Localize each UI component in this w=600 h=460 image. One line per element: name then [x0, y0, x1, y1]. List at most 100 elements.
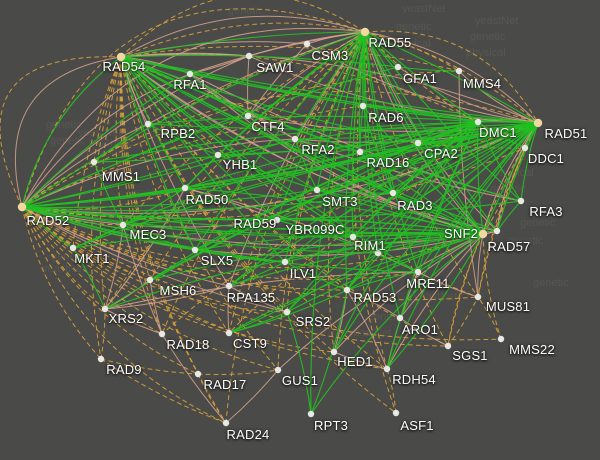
- edge-yeastnet: [21, 73, 191, 208]
- graph-node[interactable]: [392, 409, 400, 417]
- graph-node[interactable]: [330, 348, 338, 356]
- edge-physical: [104, 271, 419, 310]
- graph-node[interactable]: [307, 410, 315, 418]
- graph-node[interactable]: [116, 52, 126, 62]
- edge-genetic: [21, 206, 279, 371]
- edge-yeastnet: [21, 138, 296, 208]
- graph-node[interactable]: [158, 330, 166, 338]
- edge-type-watermark: yeastNet: [348, 327, 391, 339]
- edge-type-watermark: yeastNet: [78, 127, 121, 139]
- graph-node[interactable]: [283, 308, 291, 316]
- edge-genetic: [21, 206, 388, 370]
- edge-genetic: [161, 31, 366, 335]
- graph-node[interactable]: [474, 293, 482, 301]
- edge-yeastnet: [333, 121, 479, 353]
- edge-yeastnet: [120, 56, 361, 153]
- edge-yeastnet: [362, 105, 484, 235]
- graph-node[interactable]: [303, 40, 311, 48]
- edge-yeastnet: [149, 121, 479, 281]
- graph-node[interactable]: [225, 282, 233, 290]
- edge-genetic: [447, 233, 484, 347]
- graph-node[interactable]: [474, 118, 482, 126]
- edge-yeastnet: [294, 122, 539, 140]
- edge-yeastnet: [120, 56, 354, 238]
- graph-node[interactable]: [517, 197, 525, 205]
- graph-node[interactable]: [414, 139, 422, 147]
- edge-type-watermark: yeastNet: [402, 3, 445, 15]
- graph-node[interactable]: [281, 258, 289, 266]
- graph-node[interactable]: [394, 63, 402, 71]
- graph-node[interactable]: [291, 135, 299, 143]
- graph-node[interactable]: [225, 329, 233, 337]
- graph-node[interactable]: [455, 67, 463, 75]
- graph-node[interactable]: [343, 286, 351, 294]
- edge-genetic: [482, 233, 502, 340]
- graph-node[interactable]: [374, 249, 382, 257]
- graph-node[interactable]: [181, 184, 189, 192]
- graph-node[interactable]: [244, 112, 252, 120]
- graph-node[interactable]: [119, 221, 127, 229]
- edge-type-watermark: genetic: [396, 21, 432, 33]
- graph-node[interactable]: [69, 244, 77, 252]
- edge-type-watermark: yeastNet: [475, 15, 518, 27]
- graph-node[interactable]: [214, 151, 222, 159]
- edge-yeastnet: [72, 227, 484, 249]
- edge-yeastnet: [417, 233, 484, 273]
- graph-node[interactable]: [444, 342, 452, 350]
- graph-node[interactable]: [396, 314, 404, 322]
- graph-node[interactable]: [101, 305, 109, 313]
- edge-genetic: [120, 56, 449, 347]
- edge-yeastnet: [72, 187, 186, 249]
- graph-node[interactable]: [497, 335, 505, 343]
- graph-node[interactable]: [383, 365, 391, 373]
- edge-genetic: [72, 56, 122, 249]
- node-layer[interactable]: [17, 27, 543, 427]
- edge-yeastnet: [363, 31, 379, 254]
- graph-node[interactable]: [349, 233, 357, 241]
- edge-type-watermark: genetic: [520, 217, 556, 229]
- edge-yeastnet: [228, 252, 379, 334]
- edge-genetic: [21, 206, 449, 347]
- edge-physical: [228, 31, 366, 287]
- graph-node[interactable]: [17, 202, 27, 212]
- edge-physical: [21, 27, 366, 208]
- edge-yeastnet: [120, 56, 394, 194]
- edge-yeastnet: [477, 121, 484, 235]
- graph-node[interactable]: [222, 419, 230, 427]
- edge-yeastnet: [310, 233, 484, 415]
- graph-node[interactable]: [478, 229, 488, 239]
- graph-node[interactable]: [493, 227, 501, 235]
- graph-node[interactable]: [356, 148, 364, 156]
- edge-yeastnet: [21, 189, 318, 208]
- graph-node[interactable]: [313, 186, 321, 194]
- edge-yeastnet: [93, 161, 124, 226]
- edge-yeastnet: [120, 56, 539, 124]
- edge-type-watermark: genetic: [508, 235, 544, 247]
- graph-node[interactable]: [186, 70, 194, 78]
- graph-node[interactable]: [521, 144, 529, 152]
- edge-yeastnet: [316, 189, 484, 235]
- graph-node[interactable]: [273, 216, 281, 224]
- graph-node[interactable]: [389, 189, 397, 197]
- graph-node[interactable]: [90, 158, 98, 166]
- graph-node[interactable]: [191, 246, 199, 254]
- edge-yeastnet: [310, 289, 348, 415]
- graph-node[interactable]: [146, 276, 154, 284]
- graph-node[interactable]: [414, 268, 422, 276]
- edge-yeastnet: [386, 122, 539, 370]
- edge-yeastnet: [21, 206, 379, 254]
- graph-node[interactable]: [274, 366, 282, 374]
- graph-node[interactable]: [245, 52, 253, 60]
- edge-physical: [14, 56, 122, 208]
- graph-node[interactable]: [360, 27, 370, 37]
- graph-node[interactable]: [97, 355, 105, 363]
- graph-node[interactable]: [533, 118, 543, 128]
- edge-genetic: [120, 56, 230, 334]
- graph-node[interactable]: [144, 120, 152, 128]
- graph-node[interactable]: [359, 102, 367, 110]
- edge-physical: [306, 43, 539, 124]
- graph-node[interactable]: [194, 370, 202, 378]
- edge-yeastnet: [120, 56, 196, 251]
